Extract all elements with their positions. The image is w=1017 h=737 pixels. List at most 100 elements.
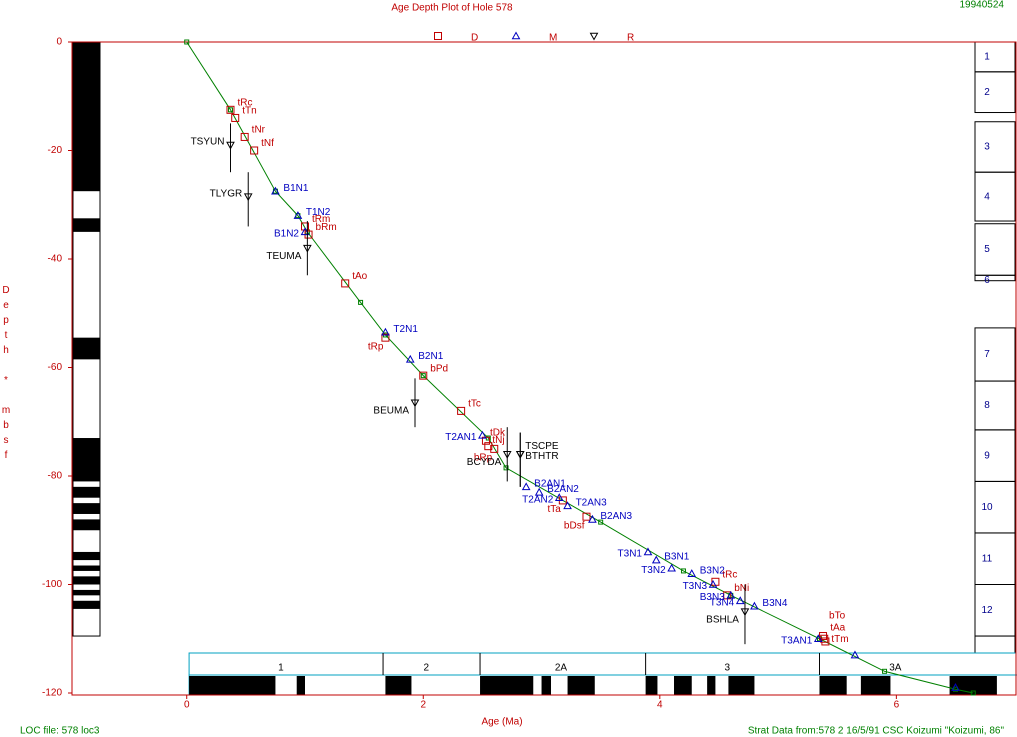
datum-label: B3N3: [700, 592, 725, 603]
datum-label: TSYUN: [191, 137, 225, 148]
core-label: 2: [984, 87, 990, 98]
core-label: 7: [984, 349, 990, 360]
y-tick-label: -20: [48, 145, 63, 156]
chron-label: 2A: [555, 663, 568, 674]
datum-marker: [554, 493, 564, 501]
datum-label: T3N3: [683, 581, 708, 592]
chron-label: 3A: [889, 663, 902, 674]
datum-label: tTm: [831, 634, 848, 645]
datum-marker: [300, 222, 309, 231]
core-label: 6: [984, 275, 990, 286]
datum-marker: [588, 514, 597, 523]
core-label: 10: [981, 502, 993, 513]
datum-marker: [740, 608, 750, 617]
normal-polarity: [73, 565, 100, 571]
date-stamp: 19940524: [960, 0, 1005, 11]
datum-marker: [300, 227, 310, 236]
datum-label: tAo: [352, 271, 367, 282]
core-label: 8: [984, 400, 990, 411]
datum-label: BTHTR: [525, 451, 558, 462]
normal-polarity: [73, 337, 100, 360]
datum-label: B2AN2: [547, 484, 579, 495]
legend-label: M: [549, 33, 557, 44]
datum-label: B3N1: [664, 552, 689, 563]
chron-normal: [567, 676, 595, 695]
plot-frame: [71, 41, 1017, 696]
datum-label: B2AN3: [600, 511, 632, 522]
chron-label: 1: [278, 663, 284, 674]
line-vertex: [598, 519, 604, 525]
datum-label: B3N4: [762, 598, 787, 609]
datum-marker: [457, 406, 466, 415]
datum-marker: [231, 113, 240, 122]
datum-label: B1N2: [274, 229, 299, 240]
chron-normal: [860, 676, 891, 695]
chron-normal: [674, 676, 692, 695]
datum-label: bRp: [474, 453, 493, 464]
x-tick-label: 4: [657, 700, 663, 711]
chron-normal: [541, 676, 552, 695]
datum-marker: [521, 482, 531, 491]
datum-label: tTn: [242, 106, 256, 117]
datum-label: tRp: [368, 341, 384, 352]
datum-marker: [478, 430, 487, 439]
datum-marker: [405, 354, 415, 363]
legend-label: R: [627, 33, 634, 44]
chron-normal: [707, 676, 716, 695]
datum-marker: [951, 683, 960, 691]
line-vertex: [503, 465, 509, 471]
datum-marker: [419, 371, 428, 380]
core-box: [974, 274, 1016, 282]
datum-marker: [250, 146, 259, 155]
datum-marker: [502, 451, 512, 459]
normal-polarity: [73, 503, 100, 514]
datum-label: T3AN1: [781, 635, 813, 646]
datum-label: T3N2: [641, 565, 666, 576]
datum-label: bDsf: [564, 520, 585, 531]
normal-polarity: [73, 576, 100, 585]
datum-marker: [381, 333, 390, 342]
datum-marker: [563, 501, 572, 510]
datum-marker: [515, 451, 525, 459]
datum-marker: [410, 399, 420, 408]
datum-marker: [819, 632, 828, 641]
datum-label: T3N1: [618, 549, 643, 560]
footer-right: Strat Data from:578 2 16/5/91 CSC Koizum…: [748, 726, 1005, 737]
datum-marker: [850, 650, 860, 659]
datum-label: bPd: [430, 363, 448, 374]
datum-label: tNr: [252, 125, 266, 136]
datum-label: tRc: [722, 569, 737, 580]
chron-normal: [189, 676, 276, 695]
chron-normal: [728, 676, 755, 695]
datum-label: B3N2: [700, 565, 725, 576]
core-box: [974, 71, 1016, 114]
line-vertex: [420, 373, 426, 379]
y-tick-label: 0: [56, 37, 62, 48]
datum-label: tTc: [468, 399, 481, 410]
datum-label: bTo: [829, 611, 846, 622]
age-depth-line: [186, 41, 974, 694]
line-vertex: [952, 686, 958, 692]
datum-label: B2AN1: [534, 478, 566, 489]
legend-label: D: [471, 33, 478, 44]
line-vertex: [882, 668, 888, 674]
datum-label: B1N1: [283, 183, 308, 194]
datum-label: tAa: [830, 622, 845, 633]
x-tick-label: 6: [894, 700, 900, 711]
datum-marker: [381, 327, 390, 336]
datum-marker: [240, 132, 249, 141]
legend-marker: [511, 31, 521, 40]
core-label: 5: [984, 244, 990, 255]
datum-label: tNf: [261, 138, 274, 149]
datum-label: tRm: [312, 214, 330, 225]
y-tick-label: -120: [42, 688, 62, 699]
datum-label: tTa: [547, 504, 561, 515]
line-vertex: [680, 568, 686, 574]
x-axis-label: Age (Ma): [481, 717, 522, 728]
chron-normal: [385, 676, 412, 695]
datum-label: TSCPE: [525, 441, 559, 452]
datum-marker: [735, 596, 745, 605]
